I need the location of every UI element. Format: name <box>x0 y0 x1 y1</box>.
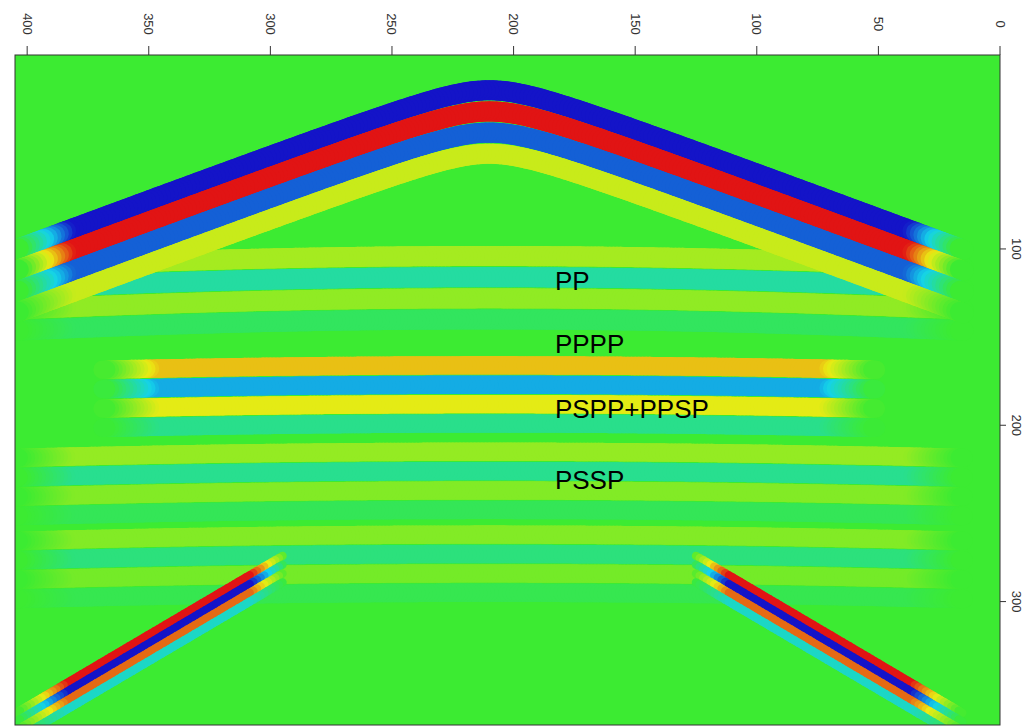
svg-text:0: 0 <box>993 20 1008 27</box>
svg-text:200: 200 <box>506 13 521 35</box>
svg-text:300: 300 <box>1009 591 1024 613</box>
svg-text:400: 400 <box>20 13 35 35</box>
svg-text:PSSP: PSSP <box>555 465 624 495</box>
svg-text:50: 50 <box>871 17 886 31</box>
svg-text:300: 300 <box>263 13 278 35</box>
svg-text:350: 350 <box>141 13 156 35</box>
svg-text:100: 100 <box>1009 238 1024 260</box>
svg-text:150: 150 <box>628 13 643 35</box>
svg-text:PSPP+PPSP: PSPP+PPSP <box>555 394 709 424</box>
svg-text:200: 200 <box>1009 414 1024 436</box>
svg-text:250: 250 <box>384 13 399 35</box>
svg-text:PPPP: PPPP <box>555 329 624 359</box>
svg-text:PP: PP <box>555 266 590 296</box>
svg-text:100: 100 <box>749 13 764 35</box>
